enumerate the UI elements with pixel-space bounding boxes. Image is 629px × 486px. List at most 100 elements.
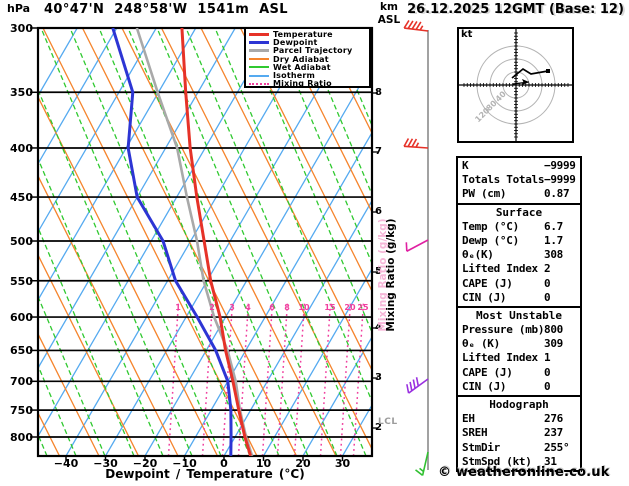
- table-row-label: Temp (°C): [462, 219, 519, 233]
- legend-item: Isotherm: [246, 71, 369, 80]
- legend-item: Dewpoint: [246, 37, 369, 47]
- table-row: Pressure (mb) 800: [458, 323, 580, 337]
- temp-tick-label: −20: [132, 457, 158, 470]
- table-row: CAPE (J) 0: [458, 366, 580, 380]
- wind-barbs: [403, 20, 429, 477]
- pressure-tick-label: 300: [10, 22, 33, 35]
- table-row-label: θₑ(K): [462, 248, 494, 262]
- legend-line-swatch: [249, 82, 269, 85]
- table-row-value: 309: [544, 337, 563, 351]
- mixing-ratio-value-label: 1: [175, 303, 181, 312]
- temp-tick-label: −10: [172, 457, 197, 470]
- table-row-value: 0: [544, 379, 551, 393]
- legend-line-swatch: [249, 58, 269, 61]
- table-section: Most Unstable Pressure (mb) 800 θₑ (K) 309 Li…: [458, 305, 580, 395]
- table-row: Lifted Index 2: [458, 262, 580, 276]
- legend-line-swatch: [249, 40, 269, 44]
- table-row: Totals Totals −9999: [458, 173, 580, 187]
- temp-tick-label: −30: [93, 457, 118, 470]
- legend-item-label: Temperature: [273, 29, 333, 39]
- legend: Temperature Dewpoint Parcel Trajectory Dry …: [244, 27, 371, 88]
- mixing-ratio-axis-title: Mixing Ratio (g/kg): [385, 218, 397, 332]
- table-row-label: EH: [462, 412, 475, 426]
- table-section: Surface Temp (°C) 6.7 Dewp (°C) 1.7 θₑ(K) 308 L…: [458, 202, 580, 306]
- mixing-ratio-value-label: 4: [245, 303, 251, 312]
- table-row-label: θₑ (K): [462, 337, 500, 351]
- table-row: CIN (J) 0: [458, 380, 580, 394]
- table-row-value: 0.87: [544, 187, 570, 201]
- km-tick-label: 3: [375, 372, 382, 383]
- km-tick-label: 4: [375, 322, 382, 333]
- table-row-label: SREH: [462, 426, 488, 440]
- table-section: Hodograph EH 276 SREH 237 StmDir 255° StmSpd (k…: [458, 395, 580, 470]
- table-row-value: −9999: [544, 159, 576, 172]
- km-tick-label: 7: [375, 146, 382, 157]
- table-row-label: Pressure (mb): [462, 323, 545, 337]
- legend-item-label: Dewpoint: [273, 37, 318, 47]
- table-row-label: CAPE (J): [462, 365, 513, 379]
- table-row-label: CAPE (J): [462, 276, 513, 290]
- legend-item: Dry Adiabat: [246, 55, 369, 64]
- pressure-tick-label: 350: [10, 86, 33, 100]
- temp-tick-label: 20: [295, 457, 311, 470]
- table-row: StmDir 255°: [458, 441, 580, 455]
- asl-axis-ref-label: ASL: [377, 14, 401, 26]
- km-axis-unit-label: km: [380, 1, 398, 13]
- mixing-ratio-value-label: 25: [357, 303, 369, 312]
- km-tick-label: 2: [375, 422, 382, 433]
- table-row: K −9999: [458, 159, 580, 173]
- copyright-watermark: © weatheronline.co.uk: [438, 465, 610, 480]
- legend-item: Mixing Ratio: [246, 79, 369, 89]
- table-row-value: 31: [544, 454, 557, 468]
- legend-line-swatch: [249, 32, 269, 36]
- km-axis-ticks: [372, 92, 378, 429]
- table-row-label: StmSpd (kt): [462, 454, 532, 468]
- legend-item: Wet Adiabat: [246, 63, 369, 72]
- km-tick-label: 5: [375, 266, 382, 277]
- km-tick-label: 8: [375, 87, 382, 98]
- table-row-value: 255°: [544, 440, 570, 454]
- table-row-value: 1.7: [544, 233, 563, 247]
- indices-table: K −9999 Totals Totals −9999 PW (cm) 0.87 Surfa…: [456, 156, 582, 472]
- table-row-label: K: [462, 159, 469, 172]
- table-row: Dewp (°C) 1.7: [458, 234, 580, 248]
- legend-line-swatch: [249, 49, 269, 53]
- table-row-value: 0: [544, 365, 551, 379]
- legend-item-label: Mixing Ratio: [273, 79, 332, 89]
- pressure-tick-label: 550: [10, 274, 33, 288]
- temp-tick-label: 30: [334, 457, 351, 470]
- table-row-value: 0: [544, 276, 551, 290]
- pressure-tick-label: 600: [10, 311, 33, 325]
- table-row-label: CIN (J): [462, 379, 507, 393]
- wind-barb: [406, 377, 429, 394]
- legend-item: Temperature: [246, 29, 369, 39]
- table-row-value: 800: [544, 323, 563, 337]
- run-date-title: 26.12.2025 12GMT (Base: 12): [407, 2, 624, 17]
- legend-line-swatch: [249, 66, 269, 69]
- legend-line-swatch: [249, 74, 269, 77]
- pressure-unit-label: hPa: [7, 2, 31, 15]
- table-row-value: 6.7: [544, 219, 563, 233]
- table-row-value: 308: [544, 248, 563, 262]
- table-row: PW (cm) 0.87: [458, 187, 580, 201]
- mixing-ratio-value-label: 8: [284, 303, 290, 312]
- wind-barb: [415, 451, 429, 477]
- table-row: EH 276: [458, 412, 580, 426]
- mixing-ratio-value-label: 20: [344, 303, 356, 312]
- x-axis-title: Dewpoint / Temperature (°C): [105, 467, 305, 481]
- table-row-label: Totals Totals: [462, 173, 545, 187]
- pressure-tick-label: 400: [10, 141, 33, 155]
- table-row: θₑ(K) 308: [458, 248, 580, 262]
- mixing-ratio-value-label: 10: [298, 303, 310, 312]
- table-row: Lifted Index 1: [458, 351, 580, 365]
- table-section-header: Most Unstable: [475, 308, 563, 322]
- table-section-header: Hodograph: [489, 398, 549, 411]
- table-section-header: Surface: [495, 205, 543, 219]
- table-row-value: 1: [544, 351, 551, 365]
- table-row: StmSpd (kt) 31: [458, 455, 580, 469]
- table-row-value: 237: [544, 426, 563, 440]
- background-line-families: [38, 28, 372, 456]
- table-row: CAPE (J) 0: [458, 277, 580, 291]
